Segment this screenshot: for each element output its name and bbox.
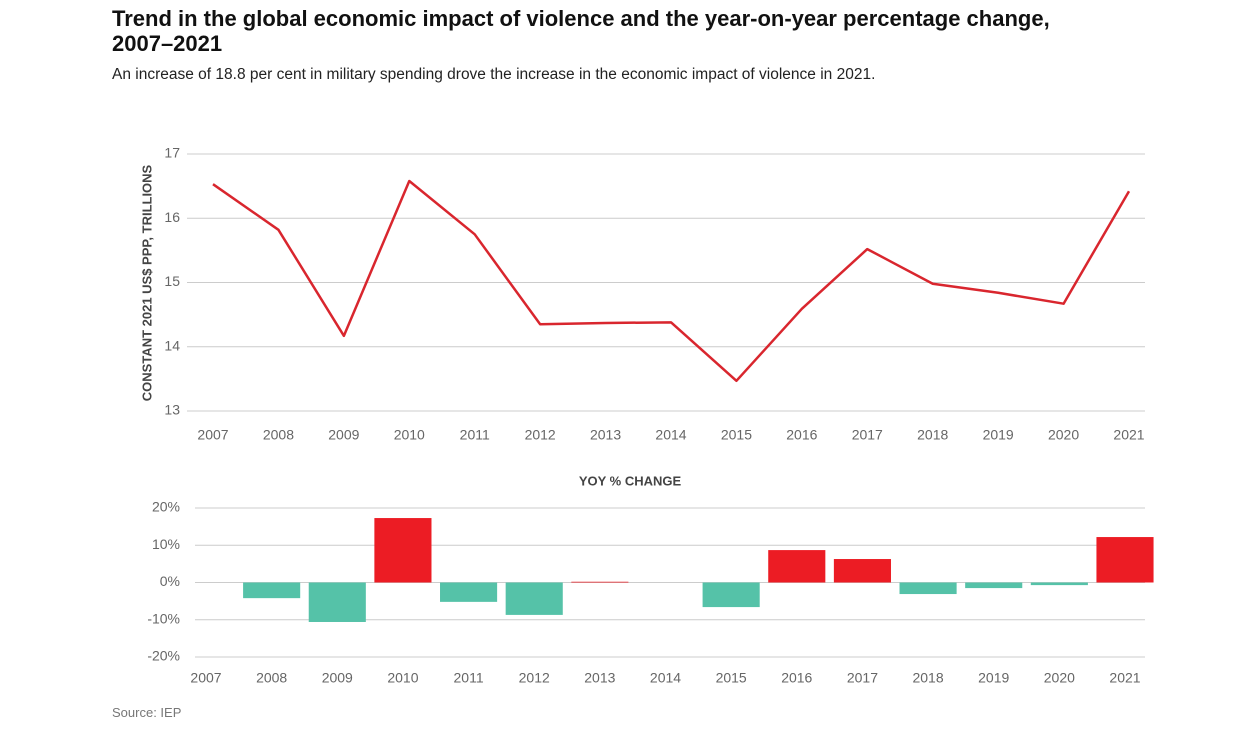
line	[212, 179, 1131, 383]
x-tick-label: 2011	[454, 670, 484, 686]
y-tick-label: -20%	[147, 648, 180, 664]
y-tick-label: 0%	[160, 573, 180, 589]
x-tick-label: 2014	[655, 427, 686, 443]
x-tick-label: 2018	[912, 670, 943, 686]
x-tick-label: 2017	[852, 427, 883, 443]
x-tick-label: 2009	[322, 670, 353, 686]
bar	[702, 582, 760, 608]
x-tick-label: 2010	[387, 670, 418, 686]
title: Trend in the global economic impact of v…	[112, 6, 1050, 56]
x-tick-label: 2009	[328, 427, 359, 443]
bar	[308, 582, 366, 622]
bar	[243, 582, 301, 599]
x-tick-label: 2016	[786, 427, 817, 443]
chart-title: YOY % CHANGE	[579, 473, 682, 488]
x-tick-label: 2018	[917, 427, 948, 443]
x-tick-label: 2012	[519, 670, 550, 686]
subtitle: An increase of 18.8 per cent in military…	[112, 66, 876, 83]
x-tick-label: 2019	[978, 670, 1009, 686]
x-tick-label: 2017	[847, 670, 878, 686]
x-tick-label: 2008	[256, 670, 287, 686]
bar	[965, 582, 1023, 589]
bar	[374, 518, 432, 583]
x-tick-label: 2020	[1048, 427, 1079, 443]
x-tick-label: 2013	[590, 427, 621, 443]
y-tick-label: 15	[164, 273, 180, 289]
y-tick-label: 20%	[152, 499, 180, 515]
bar	[571, 581, 629, 583]
y-axis-label: CONSTANT 2021 US$ PPP, TRILLIONS	[139, 164, 154, 401]
y-tick-label: 14	[164, 337, 180, 353]
x-tick-label: 2008	[263, 427, 294, 443]
x-tick-label: 2015	[716, 670, 747, 686]
x-tick-label: 2014	[650, 670, 681, 686]
x-tick-label: 2007	[197, 427, 228, 443]
y-tick-label: -10%	[147, 610, 180, 626]
bar	[1030, 582, 1088, 586]
x-tick-label: 2019	[983, 427, 1014, 443]
x-tick-label: 2010	[394, 427, 425, 443]
x-tick-label: 2013	[584, 670, 615, 686]
y-tick-label: 13	[164, 402, 180, 418]
source: Source: IEP	[112, 705, 182, 720]
bar	[440, 582, 498, 602]
x-tick-label: 2012	[525, 427, 556, 443]
bar	[899, 582, 957, 595]
x-tick-label: 2011	[460, 427, 490, 443]
bar	[1096, 537, 1154, 583]
x-tick-label: 2021	[1109, 670, 1140, 686]
y-tick-label: 10%	[152, 536, 180, 552]
x-tick-label: 2020	[1044, 670, 1075, 686]
x-tick-label: 2016	[781, 670, 812, 686]
bar	[833, 559, 891, 583]
x-tick-label: 2021	[1113, 427, 1144, 443]
y-tick-label: 16	[164, 209, 180, 225]
y-tick-label: 17	[164, 145, 180, 161]
bar	[768, 550, 826, 583]
x-tick-label: 2015	[721, 427, 752, 443]
bar	[505, 582, 563, 615]
x-tick-label: 2007	[190, 670, 221, 686]
